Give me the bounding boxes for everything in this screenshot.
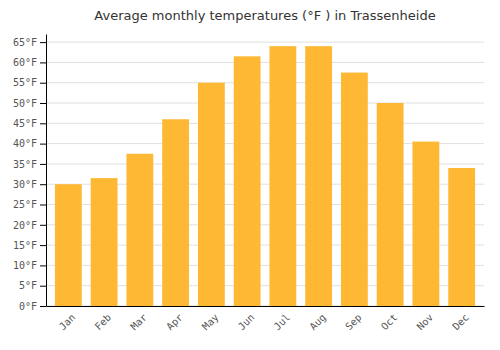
grid [46,42,484,306]
bar [126,154,153,306]
y-axis-line [46,35,47,307]
y-tick-label: 25°F [13,199,37,210]
x-tick-label: Oct [379,312,400,333]
bar [341,73,368,306]
y-tick: 30°F [13,179,46,190]
bar [162,119,189,306]
x-tick: Feb [93,312,114,333]
y-tick-mark [40,205,46,206]
y-tick-label: 50°F [13,98,37,109]
y-tick-label: 55°F [13,77,37,88]
grid-line [46,42,484,43]
y-tick-label: 10°F [13,260,37,271]
bar [234,56,261,306]
bar [269,46,296,306]
y-tick: 45°F [13,118,46,129]
x-tick: Aug [307,312,328,333]
y-tick-label: 5°F [19,280,37,291]
x-axis: Jan Feb Mar Apr May Jun Jul Aug Sep Oct Nov Dec [47,307,485,333]
y-tick-label: 45°F [13,118,37,129]
y-tick-label: 40°F [13,138,37,149]
y-tick: 15°F [13,240,46,251]
y-tick-mark [40,265,46,266]
x-tick-label: Aug [307,312,328,333]
bars [55,46,475,306]
y-tick-mark [40,123,46,124]
x-tick-label: Feb [93,312,114,333]
x-tick-label: Jun [236,312,257,333]
bar [198,83,225,306]
x-tick: Mar [128,312,149,333]
x-tick-label: Nov [415,312,436,333]
y-tick: 50°F [13,98,46,109]
x-tick: Nov [415,312,436,333]
y-tick: 20°F [13,220,46,231]
y-tick: 65°F [13,37,46,48]
y-tick-mark [40,144,46,145]
y-axis: 0°F 5°F 10°F 15°F 20°F 25°F 30°F 35°F 40°F 45°F 50… [13,35,47,312]
y-tick-label: 35°F [13,159,37,170]
x-tick: Apr [164,312,185,333]
y-tick-mark [40,184,46,185]
bar [305,46,332,306]
y-tick-mark [40,286,46,287]
y-tick-mark [40,225,46,226]
x-tick-label: Sep [343,312,364,333]
x-tick-label: Jan [57,312,78,333]
y-tick-mark [40,62,46,63]
grid-line [46,82,484,83]
bar [412,142,439,306]
bar [55,184,82,306]
y-tick-label: 60°F [13,57,37,68]
y-tick: 55°F [13,77,46,88]
bar [91,178,118,306]
x-tick-label: May [200,312,221,333]
y-tick-mark [40,83,46,84]
y-tick-mark [40,164,46,165]
y-tick: 10°F [13,260,46,271]
x-tick: Dec [450,312,471,333]
y-tick: 40°F [13,138,46,149]
plot: 0°F 5°F 10°F 15°F 20°F 25°F 30°F 35°F 40°F 45°F 50… [13,35,485,333]
x-tick-label: Jul [272,312,293,333]
grid-line [46,123,484,124]
y-tick: 25°F [13,199,46,210]
bar [377,103,404,306]
x-tick: Jan [57,312,78,333]
x-tick-label: Apr [164,312,185,333]
x-tick: Oct [379,312,400,333]
grid-line [46,62,484,63]
y-tick-mark [40,245,46,246]
y-tick-mark [40,306,46,307]
title: Average monthly temperatures (°F ) in Tr… [94,8,435,23]
y-tick: 5°F [19,280,46,291]
bar [448,168,475,306]
y-tick: 35°F [13,159,46,170]
y-tick: 0°F [19,301,46,312]
grid-line [46,103,484,104]
x-tick: May [200,312,221,333]
x-tick: Jul [272,312,293,333]
y-tick-label: 30°F [13,179,37,190]
x-tick-label: Dec [450,312,471,333]
y-tick-label: 20°F [13,220,37,231]
x-tick: Sep [343,312,364,333]
y-tick-mark [40,42,46,43]
x-tick: Jun [236,312,257,333]
y-tick-mark [40,103,46,104]
chart: 0°F 5°F 10°F 15°F 20°F 25°F 30°F 35°F 40°F 45°F 50… [0,0,500,350]
x-axis-line [47,306,485,307]
y-tick-label: 0°F [19,301,37,312]
y-tick: 60°F [13,57,46,68]
x-tick-label: Mar [128,312,149,333]
y-tick-label: 15°F [13,240,37,251]
y-tick-label: 65°F [13,37,37,48]
